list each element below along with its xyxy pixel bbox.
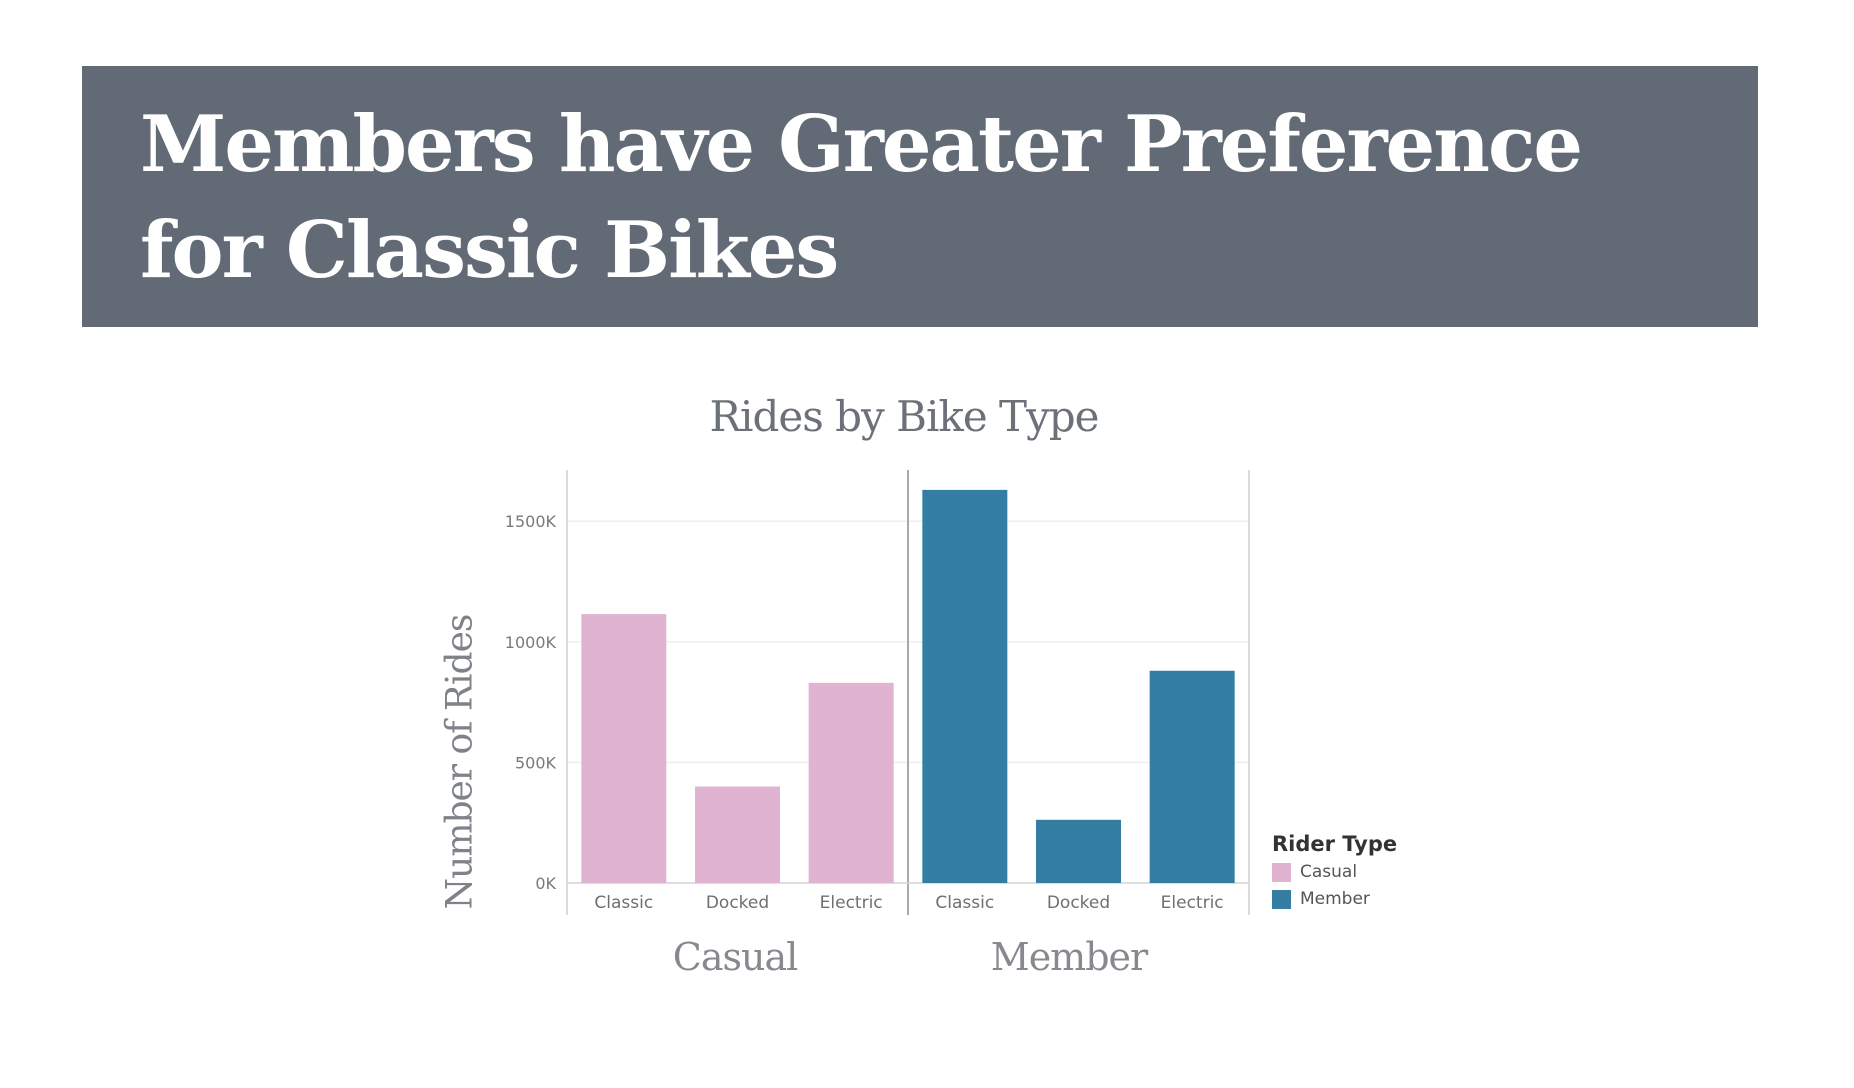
x-tick-label: Docked — [1047, 893, 1110, 913]
legend-label-casual: Casual — [1300, 862, 1358, 882]
title-banner: Members have Greater Preference for Clas… — [82, 66, 1758, 327]
bar-casual-docked — [695, 786, 780, 883]
page-title: Members have Greater Preference for Clas… — [140, 99, 1583, 296]
x-tick-label: Classic — [594, 893, 653, 913]
legend-label-member: Member — [1300, 889, 1370, 909]
legend-item-member: Member — [1272, 889, 1397, 909]
legend-swatch-member — [1272, 889, 1291, 909]
bar-member-docked — [1036, 819, 1121, 883]
legend-title: Rider Type — [1272, 832, 1398, 856]
x-tick-label: Docked — [706, 893, 769, 913]
legend-item-casual: Casual — [1272, 862, 1397, 882]
panel-label-casual: Casual — [672, 935, 799, 979]
chart-title: Rides by Bike Type — [709, 392, 1099, 441]
bar-casual-electric — [808, 682, 894, 883]
x-tick-label: Classic — [935, 893, 994, 913]
x-tick-label: Electric — [820, 893, 883, 913]
y-tick-label: 1500K — [505, 512, 557, 531]
y-axis-label: Number of Rides — [439, 614, 481, 910]
bar-casual-classic — [581, 614, 667, 883]
legend: Rider Type Casual Member — [1272, 832, 1397, 916]
x-tick-label: Electric — [1161, 893, 1224, 913]
legend-swatch-casual — [1272, 862, 1291, 882]
panel-label-member: Member — [990, 935, 1148, 979]
bar-member-electric — [1149, 670, 1235, 883]
y-tick-label: 1000K — [505, 633, 557, 652]
y-tick-label: 500K — [515, 753, 557, 772]
bar-member-classic — [922, 489, 1008, 883]
y-tick-label: 0K — [535, 874, 556, 893]
